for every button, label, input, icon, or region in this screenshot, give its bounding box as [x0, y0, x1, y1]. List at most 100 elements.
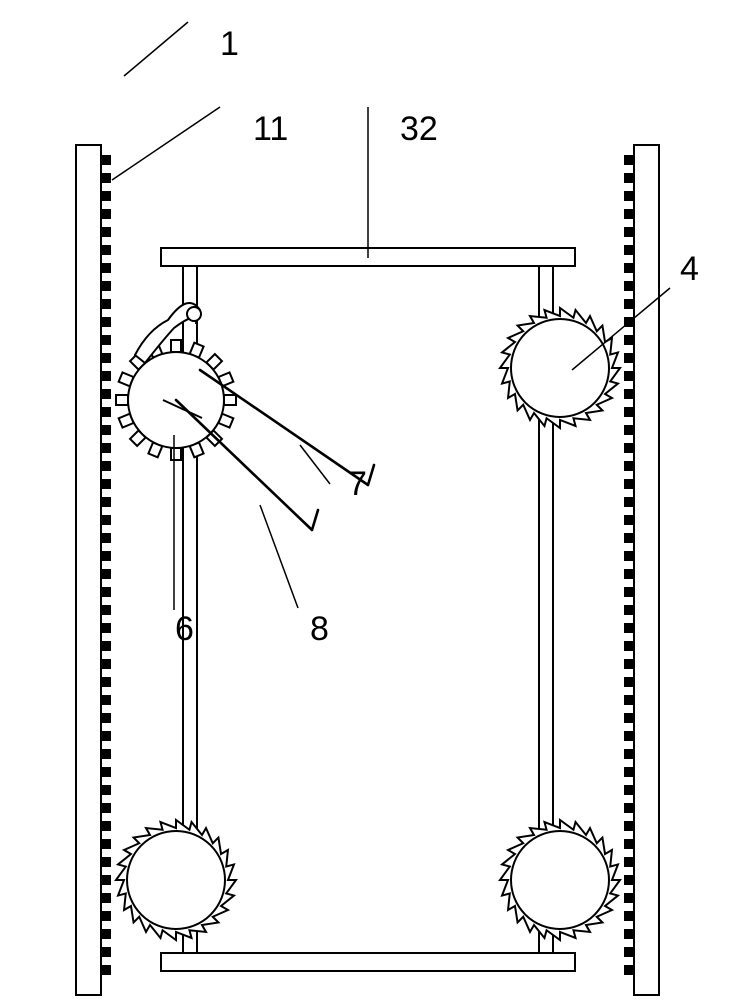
rack-tooth — [624, 209, 634, 219]
rack-tooth — [624, 227, 634, 237]
label-7: 7 — [348, 465, 367, 503]
rack-tooth — [101, 695, 111, 705]
rack-tooth — [624, 443, 634, 453]
rack-tooth — [101, 713, 111, 723]
label-11: 11 — [253, 110, 288, 148]
rack-tooth — [624, 929, 634, 939]
label-4: 4 — [680, 250, 699, 288]
rack-tooth — [624, 425, 634, 435]
rack-tooth — [101, 389, 111, 399]
rack-tooth — [624, 587, 634, 597]
rack-tooth — [101, 263, 111, 273]
rack-tooth — [624, 821, 634, 831]
label-1: 1 — [220, 25, 239, 63]
rack-tooth — [101, 821, 111, 831]
rack-tooth — [624, 173, 634, 183]
rack-tooth — [101, 605, 111, 615]
rack-tooth — [624, 281, 634, 291]
rack-tooth — [624, 785, 634, 795]
rack-tooth — [624, 749, 634, 759]
rack-tooth — [624, 299, 634, 309]
rack-tooth — [624, 407, 634, 417]
rack-tooth — [624, 695, 634, 705]
rack-tooth — [101, 839, 111, 849]
rack-tooth — [624, 191, 634, 201]
saw-gear-body — [511, 319, 609, 417]
rack-tooth — [101, 281, 111, 291]
rack-tooth — [624, 767, 634, 777]
rack-tooth — [101, 299, 111, 309]
rack-tooth — [101, 497, 111, 507]
rack-tooth — [624, 389, 634, 399]
rack-tooth — [101, 857, 111, 867]
rack-tooth — [624, 677, 634, 687]
label-leader-8 — [260, 505, 298, 608]
rack-tooth — [101, 587, 111, 597]
rack-tooth — [101, 461, 111, 471]
cog-tooth — [224, 395, 236, 405]
rail-outer — [634, 145, 659, 995]
rack-tooth — [624, 461, 634, 471]
rack-tooth — [101, 353, 111, 363]
rack-tooth — [101, 803, 111, 813]
rack-tooth — [101, 425, 111, 435]
rack-tooth — [101, 569, 111, 579]
saw-gear-body — [511, 831, 609, 929]
rack-tooth — [624, 533, 634, 543]
rack-tooth — [624, 623, 634, 633]
rack-tooth — [101, 677, 111, 687]
rack-tooth — [101, 749, 111, 759]
rack-tooth — [624, 803, 634, 813]
rack-tooth — [101, 407, 111, 417]
pawl-pivot — [187, 307, 201, 321]
rack-tooth — [101, 641, 111, 651]
rack-tooth — [101, 893, 111, 903]
rack-tooth — [101, 785, 111, 795]
rack-tooth — [101, 515, 111, 525]
cog-tooth — [171, 448, 181, 460]
rack-tooth — [101, 731, 111, 741]
rack-tooth — [624, 371, 634, 381]
frame-bottom-bar — [161, 953, 575, 971]
label-32: 32 — [400, 110, 438, 148]
rack-tooth — [101, 191, 111, 201]
rack-tooth — [101, 317, 111, 327]
rack-tooth — [101, 929, 111, 939]
rack-tooth — [101, 767, 111, 777]
rack-tooth — [101, 965, 111, 975]
rack-tooth — [624, 479, 634, 489]
cog-tooth — [171, 340, 181, 352]
rack-tooth — [624, 245, 634, 255]
label-8: 8 — [310, 610, 329, 648]
rack-tooth — [624, 497, 634, 507]
rack-tooth — [101, 911, 111, 921]
rack-tooth — [624, 893, 634, 903]
label-leader-11 — [112, 107, 220, 180]
rack-tooth — [101, 551, 111, 561]
rack-tooth — [624, 551, 634, 561]
rack-tooth — [101, 479, 111, 489]
rack-tooth — [624, 947, 634, 957]
rack-tooth — [624, 335, 634, 345]
rack-tooth — [101, 947, 111, 957]
saw-gear-body — [127, 831, 225, 929]
rack-tooth — [624, 569, 634, 579]
rack-tooth — [101, 533, 111, 543]
rack-tooth — [101, 155, 111, 165]
rack-tooth — [624, 713, 634, 723]
label-leader-7 — [300, 445, 330, 484]
rack-tooth — [101, 209, 111, 219]
rack-tooth — [101, 245, 111, 255]
rack-tooth — [624, 515, 634, 525]
rack-tooth — [101, 623, 111, 633]
rack-tooth — [624, 857, 634, 867]
label-leader-1 — [124, 22, 188, 76]
rack-tooth — [624, 875, 634, 885]
rack-tooth — [624, 659, 634, 669]
rack-tooth — [624, 605, 634, 615]
rack-tooth — [624, 911, 634, 921]
rack-tooth — [624, 263, 634, 273]
rack-tooth — [101, 173, 111, 183]
rack-tooth — [101, 335, 111, 345]
rack-tooth — [624, 353, 634, 363]
